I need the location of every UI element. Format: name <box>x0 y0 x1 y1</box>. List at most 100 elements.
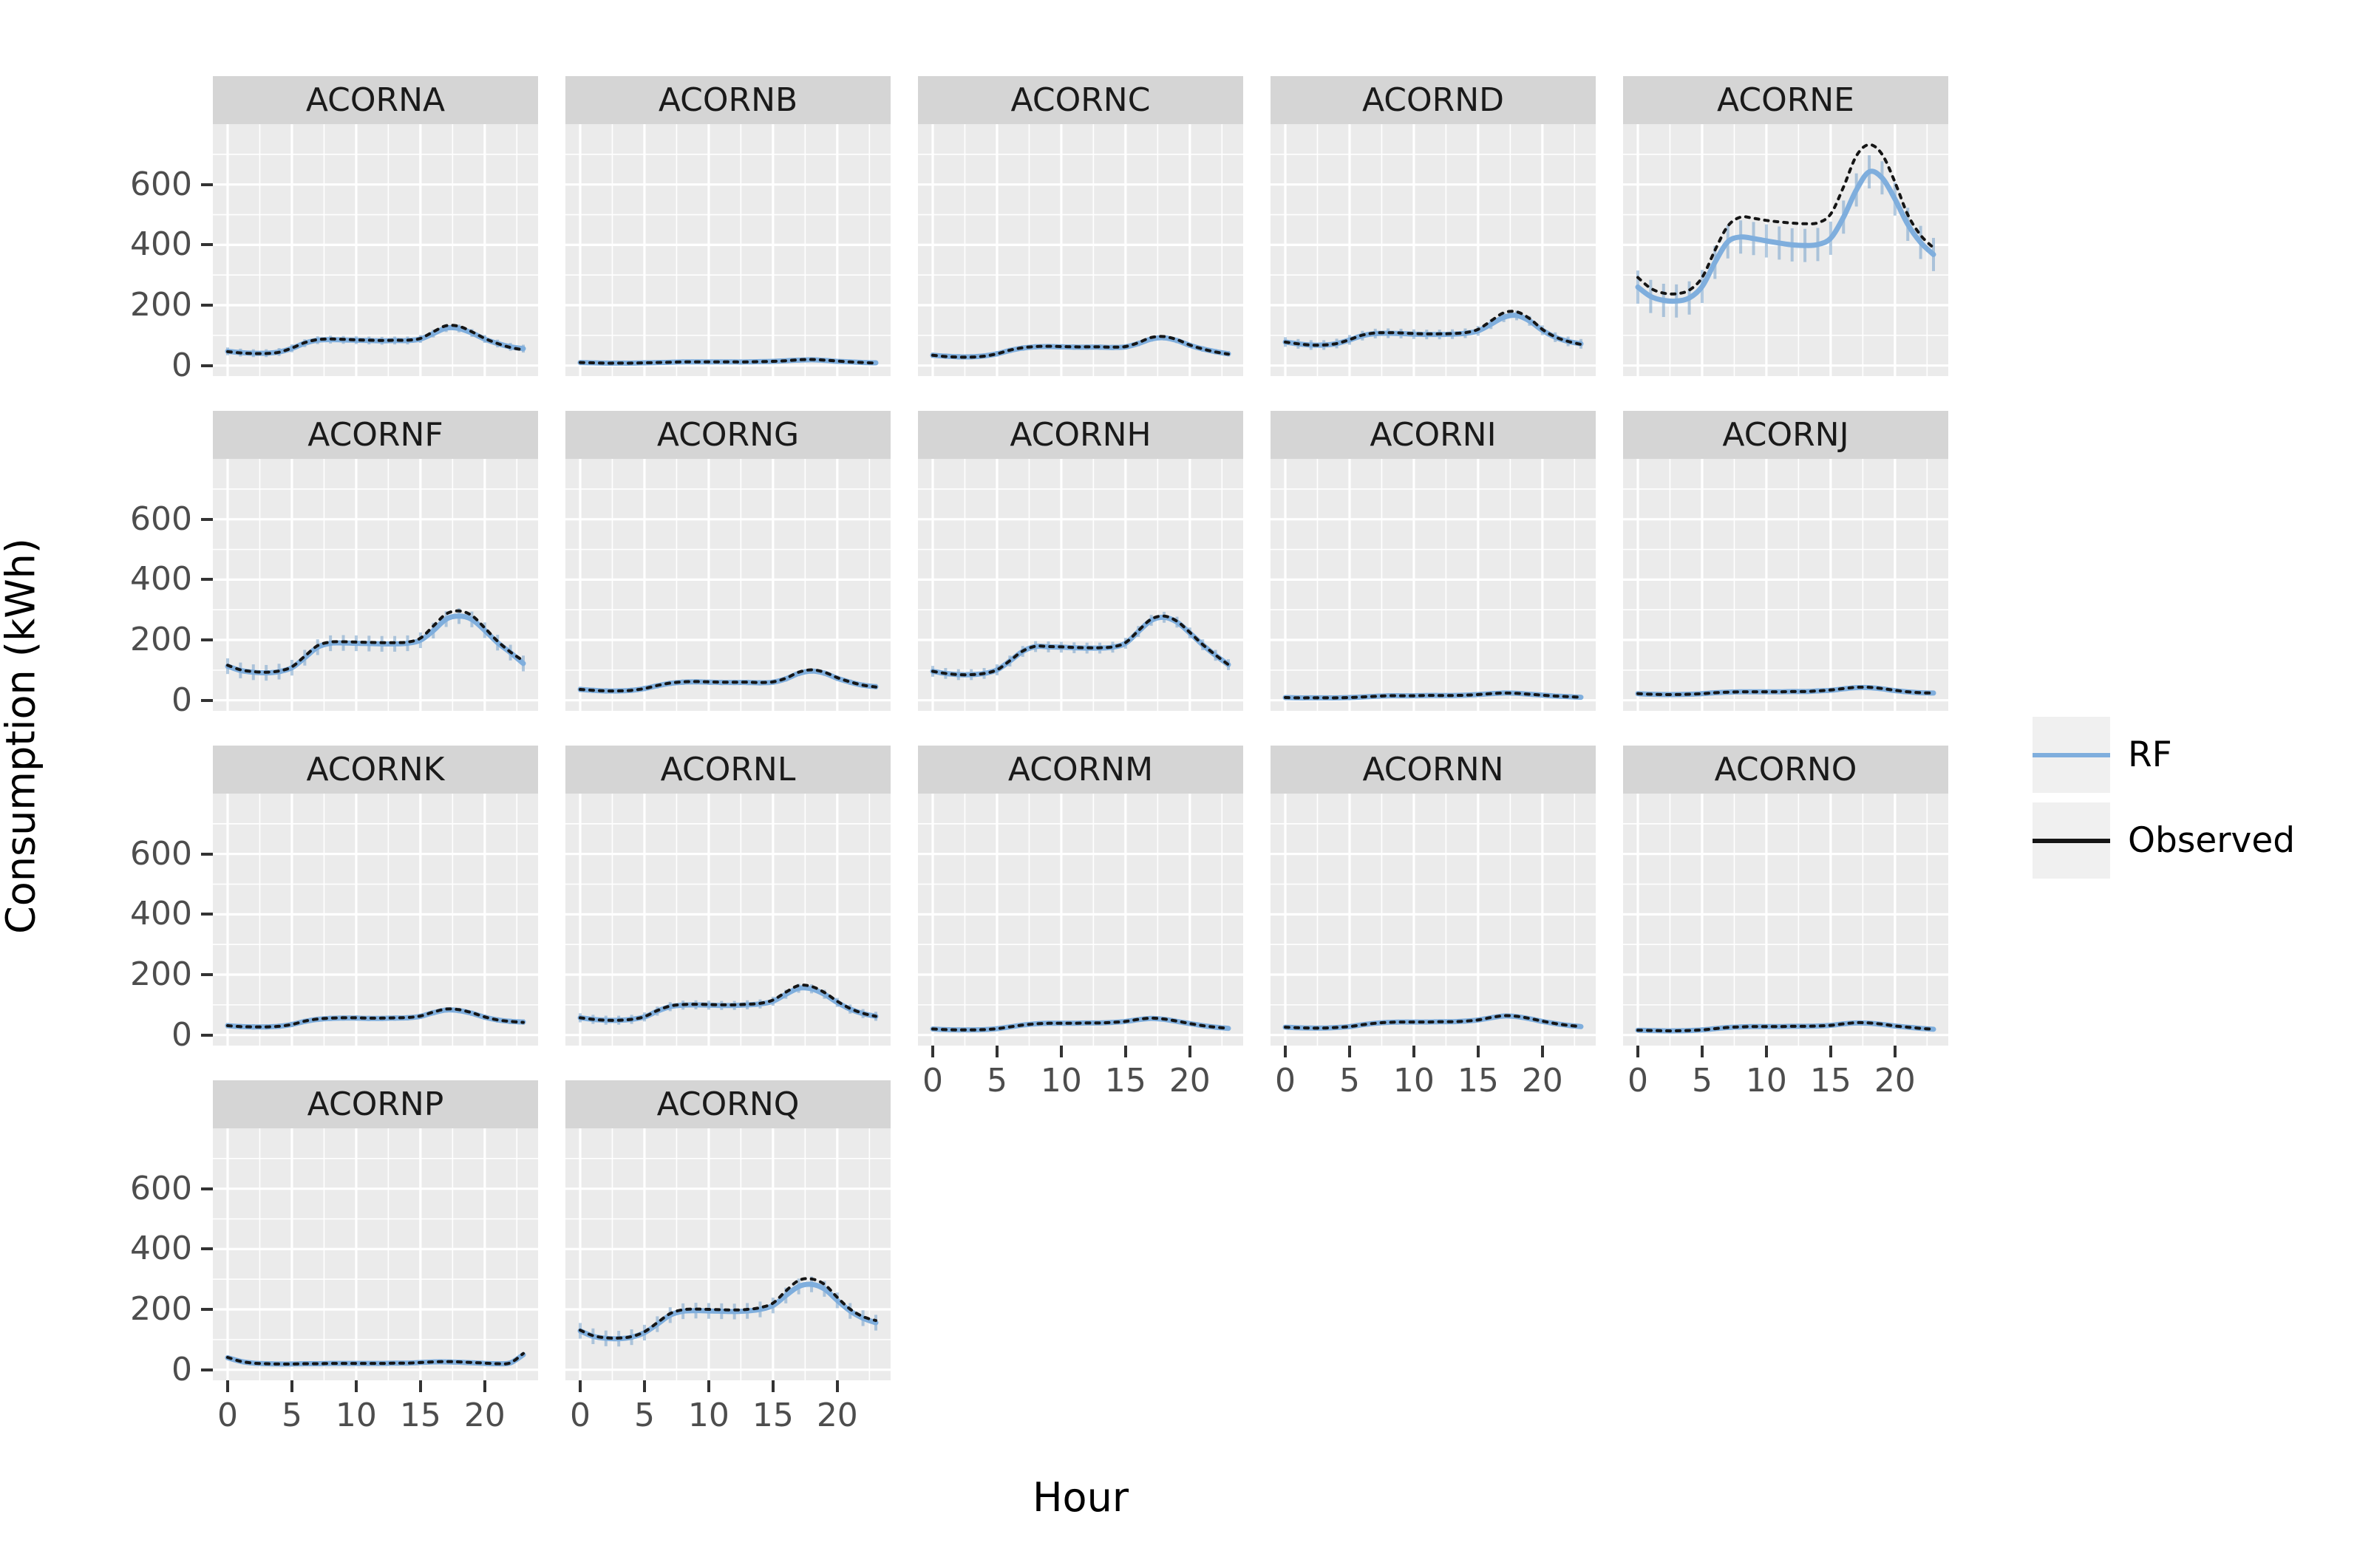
x-tick <box>1412 1046 1415 1057</box>
x-tick <box>931 1046 934 1057</box>
y-tick-label: 0 <box>171 681 192 719</box>
y-tick-label: 400 <box>130 1230 192 1268</box>
y-tick-label: 600 <box>130 500 192 538</box>
x-tick <box>579 1380 582 1392</box>
x-tick-label: 5 <box>1339 1062 1360 1100</box>
facet-panel-acornj <box>1623 459 1948 711</box>
y-tick <box>201 1187 213 1190</box>
facet-strip-acornl: ACORNL <box>565 746 891 794</box>
facet-panel-acornh <box>918 459 1243 711</box>
legend-key-rf <box>2033 717 2110 793</box>
facet-title: ACORNN <box>1362 751 1504 788</box>
legend-item-observed: Observed <box>2033 802 2295 879</box>
y-tick <box>201 1033 213 1037</box>
facet-strip-acornp: ACORNP <box>213 1080 538 1128</box>
y-tick <box>201 304 213 307</box>
facet-title: ACORNB <box>658 81 798 119</box>
facet-strip-acornm: ACORNM <box>918 746 1243 794</box>
y-tick-label: 400 <box>130 225 192 264</box>
x-tick <box>226 1380 229 1392</box>
y-axis-title: Consumption (kWh) <box>0 538 44 934</box>
x-tick-label: 15 <box>1809 1062 1851 1100</box>
facet-title: ACORND <box>1361 81 1505 119</box>
y-tick-label: 400 <box>130 560 192 599</box>
x-tick-label: 20 <box>816 1397 858 1434</box>
x-tick-label: 0 <box>1275 1062 1296 1100</box>
facet-title: ACORNM <box>1007 751 1154 788</box>
y-tick <box>201 183 213 186</box>
facet-title: ACORNE <box>1717 81 1854 119</box>
y-tick <box>201 973 213 977</box>
facet-title: ACORNQ <box>656 1085 800 1123</box>
facet-title: ACORNG <box>656 416 800 454</box>
x-tick <box>1764 1046 1768 1057</box>
x-axis-title: Hour <box>1032 1474 1129 1521</box>
facet-strip-acornn: ACORNN <box>1271 746 1596 794</box>
facet-strip-acornd: ACORND <box>1271 76 1596 124</box>
y-tick-label: 200 <box>130 1290 192 1329</box>
y-tick-label: 0 <box>171 1015 192 1054</box>
y-tick-label: 600 <box>130 165 192 203</box>
facet-strip-acorna: ACORNA <box>213 76 538 124</box>
facet-panel-acorni <box>1271 459 1596 711</box>
facet-title: ACORNF <box>307 416 443 454</box>
facet-strip-acornf: ACORNF <box>213 411 538 459</box>
facet-strip-acornb: ACORNB <box>565 76 891 124</box>
y-tick <box>201 913 213 916</box>
facet-title: ACORNJ <box>1722 416 1849 454</box>
x-tick <box>1059 1046 1063 1057</box>
legend-item-rf: RF <box>2033 717 2295 793</box>
x-tick <box>1123 1046 1127 1057</box>
x-tick-label: 10 <box>1745 1062 1787 1100</box>
facet-strip-acorne: ACORNE <box>1623 76 1948 124</box>
x-tick-label: 0 <box>217 1397 238 1434</box>
y-tick <box>201 517 213 521</box>
x-tick <box>483 1380 486 1392</box>
x-tick-label: 20 <box>1169 1062 1211 1100</box>
x-tick <box>1540 1046 1544 1057</box>
facet-strip-acornc: ACORNC <box>918 76 1243 124</box>
x-tick <box>1188 1046 1191 1057</box>
y-tick <box>201 243 213 247</box>
y-tick <box>201 1247 213 1251</box>
facet-panel-acornl <box>565 794 891 1046</box>
x-tick-label: 20 <box>1521 1062 1563 1100</box>
y-tick <box>201 578 213 582</box>
facet-title: ACORNL <box>660 751 796 788</box>
facet-title: ACORNH <box>1010 416 1152 454</box>
x-tick-label: 0 <box>570 1397 591 1434</box>
y-tick-label: 600 <box>130 1169 192 1207</box>
x-tick <box>835 1380 839 1392</box>
y-tick-label: 0 <box>171 346 192 384</box>
facet-strip-acornk: ACORNK <box>213 746 538 794</box>
facet-panel-acornf <box>213 459 538 711</box>
facet-strip-acornh: ACORNH <box>918 411 1243 459</box>
facet-title: ACORNP <box>307 1085 444 1123</box>
facet-panel-acornb <box>565 124 891 376</box>
facet-strip-acorno: ACORNO <box>1623 746 1948 794</box>
facet-title: ACORNK <box>306 751 445 788</box>
x-tick <box>642 1380 646 1392</box>
y-tick <box>201 1368 213 1371</box>
y-tick-label: 200 <box>130 621 192 659</box>
x-tick-label: 5 <box>633 1397 655 1434</box>
legend-key-observed <box>2033 802 2110 879</box>
observed-line-swatch <box>2033 838 2110 843</box>
x-tick <box>1636 1046 1639 1057</box>
legend: RF Observed <box>2033 717 2295 888</box>
x-tick <box>1476 1046 1480 1057</box>
y-tick <box>201 1308 213 1312</box>
x-tick <box>1347 1046 1351 1057</box>
facet-panel-acornd <box>1271 124 1596 376</box>
x-tick-label: 15 <box>752 1397 794 1434</box>
facet-strip-acornq: ACORNQ <box>565 1080 891 1128</box>
x-tick <box>771 1380 775 1392</box>
x-tick <box>1893 1046 1897 1057</box>
x-tick-label: 5 <box>281 1397 302 1434</box>
facet-title: ACORNO <box>1714 751 1857 788</box>
facet-panel-acorna <box>213 124 538 376</box>
facet-panel-acornc <box>918 124 1243 376</box>
y-tick-label: 600 <box>130 834 192 873</box>
x-tick <box>354 1380 358 1392</box>
